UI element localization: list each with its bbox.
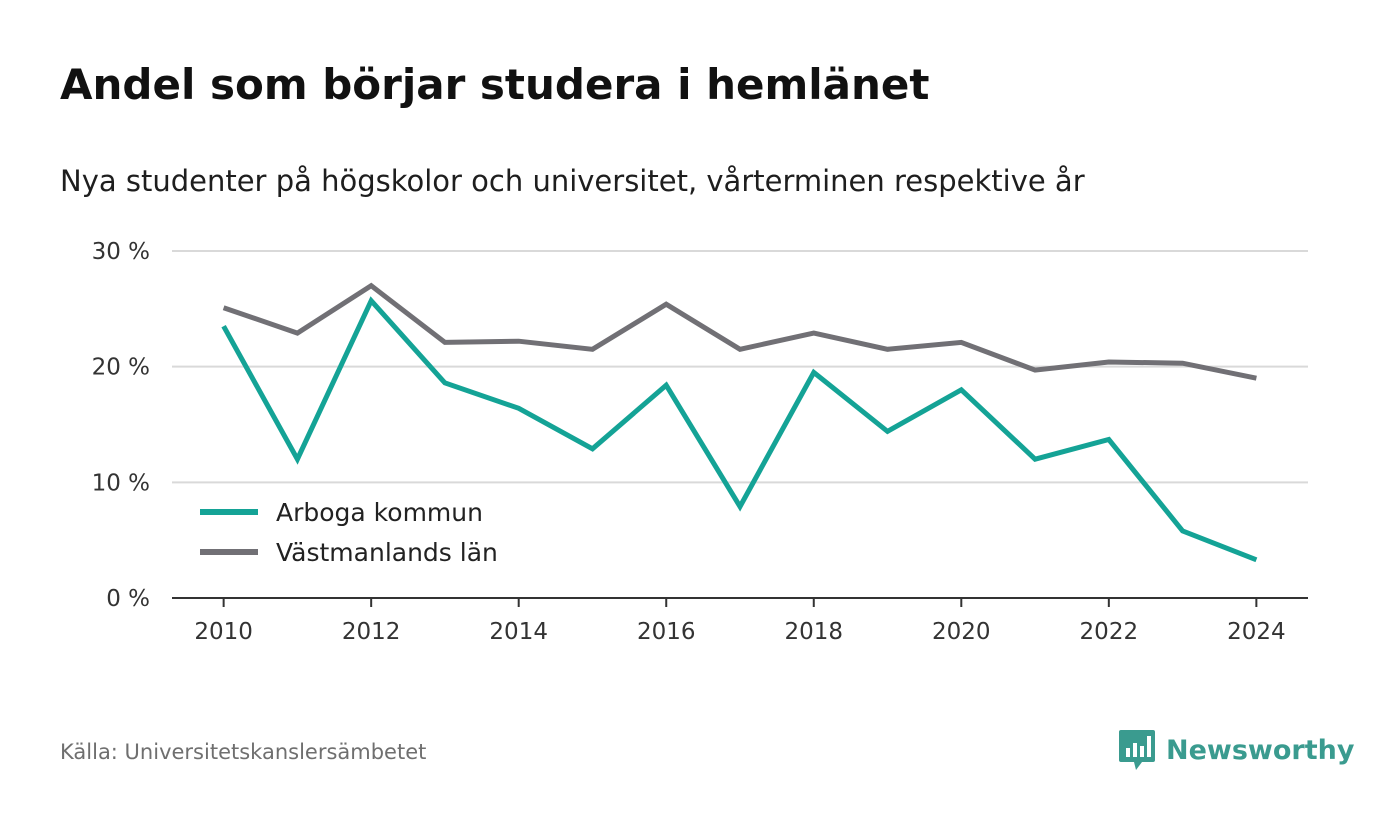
series-line-0 [221, 296, 1258, 563]
x-tick-label-2018: 2018 [784, 619, 843, 645]
x-axis-ticks: 2010 2012 2014 2016 2018 2020 2022 2024 [194, 598, 1286, 645]
y-tick-label-10: 10 % [92, 470, 150, 496]
x-tick-label-2012: 2012 [342, 619, 401, 645]
chart-subtitle: Nya studenter på högskolor och universit… [60, 164, 1085, 198]
chart-title: Andel som börjar studera i hemlänet [60, 60, 930, 109]
x-tick-label-2020: 2020 [932, 619, 991, 645]
newsworthy-logo-icon [1119, 730, 1155, 770]
legend-label-1: Västmanlands län [276, 538, 498, 567]
gridlines [172, 250, 1308, 599]
x-tick-label-2022: 2022 [1080, 619, 1139, 645]
brand-name: Newsworthy [1166, 734, 1355, 766]
source-note: Källa: Universitetskanslersämbetet [60, 740, 427, 764]
legend-label-0: Arboga kommun [276, 498, 483, 527]
y-axis-ticks: 0 % 10 % 20 % 30 % [92, 239, 150, 612]
series-lines [221, 282, 1258, 563]
x-tick-label-2024: 2024 [1227, 619, 1286, 645]
y-tick-label-0: 0 % [106, 586, 150, 612]
y-tick-label-20: 20 % [92, 355, 150, 381]
x-tick-label-2014: 2014 [489, 619, 548, 645]
brand-logo: Newsworthy [1118, 728, 1354, 772]
series-line-1 [222, 282, 1257, 381]
line-chart: 0 % 10 % 20 % 30 % 2010 2012 2014 2016 2018 2020… [92, 239, 1308, 645]
x-tick-label-2016: 2016 [637, 619, 696, 645]
y-tick-label-30: 30 % [92, 239, 150, 265]
x-tick-label-2010: 2010 [194, 619, 253, 645]
legend: Arboga kommun Västmanlands län [200, 498, 498, 567]
